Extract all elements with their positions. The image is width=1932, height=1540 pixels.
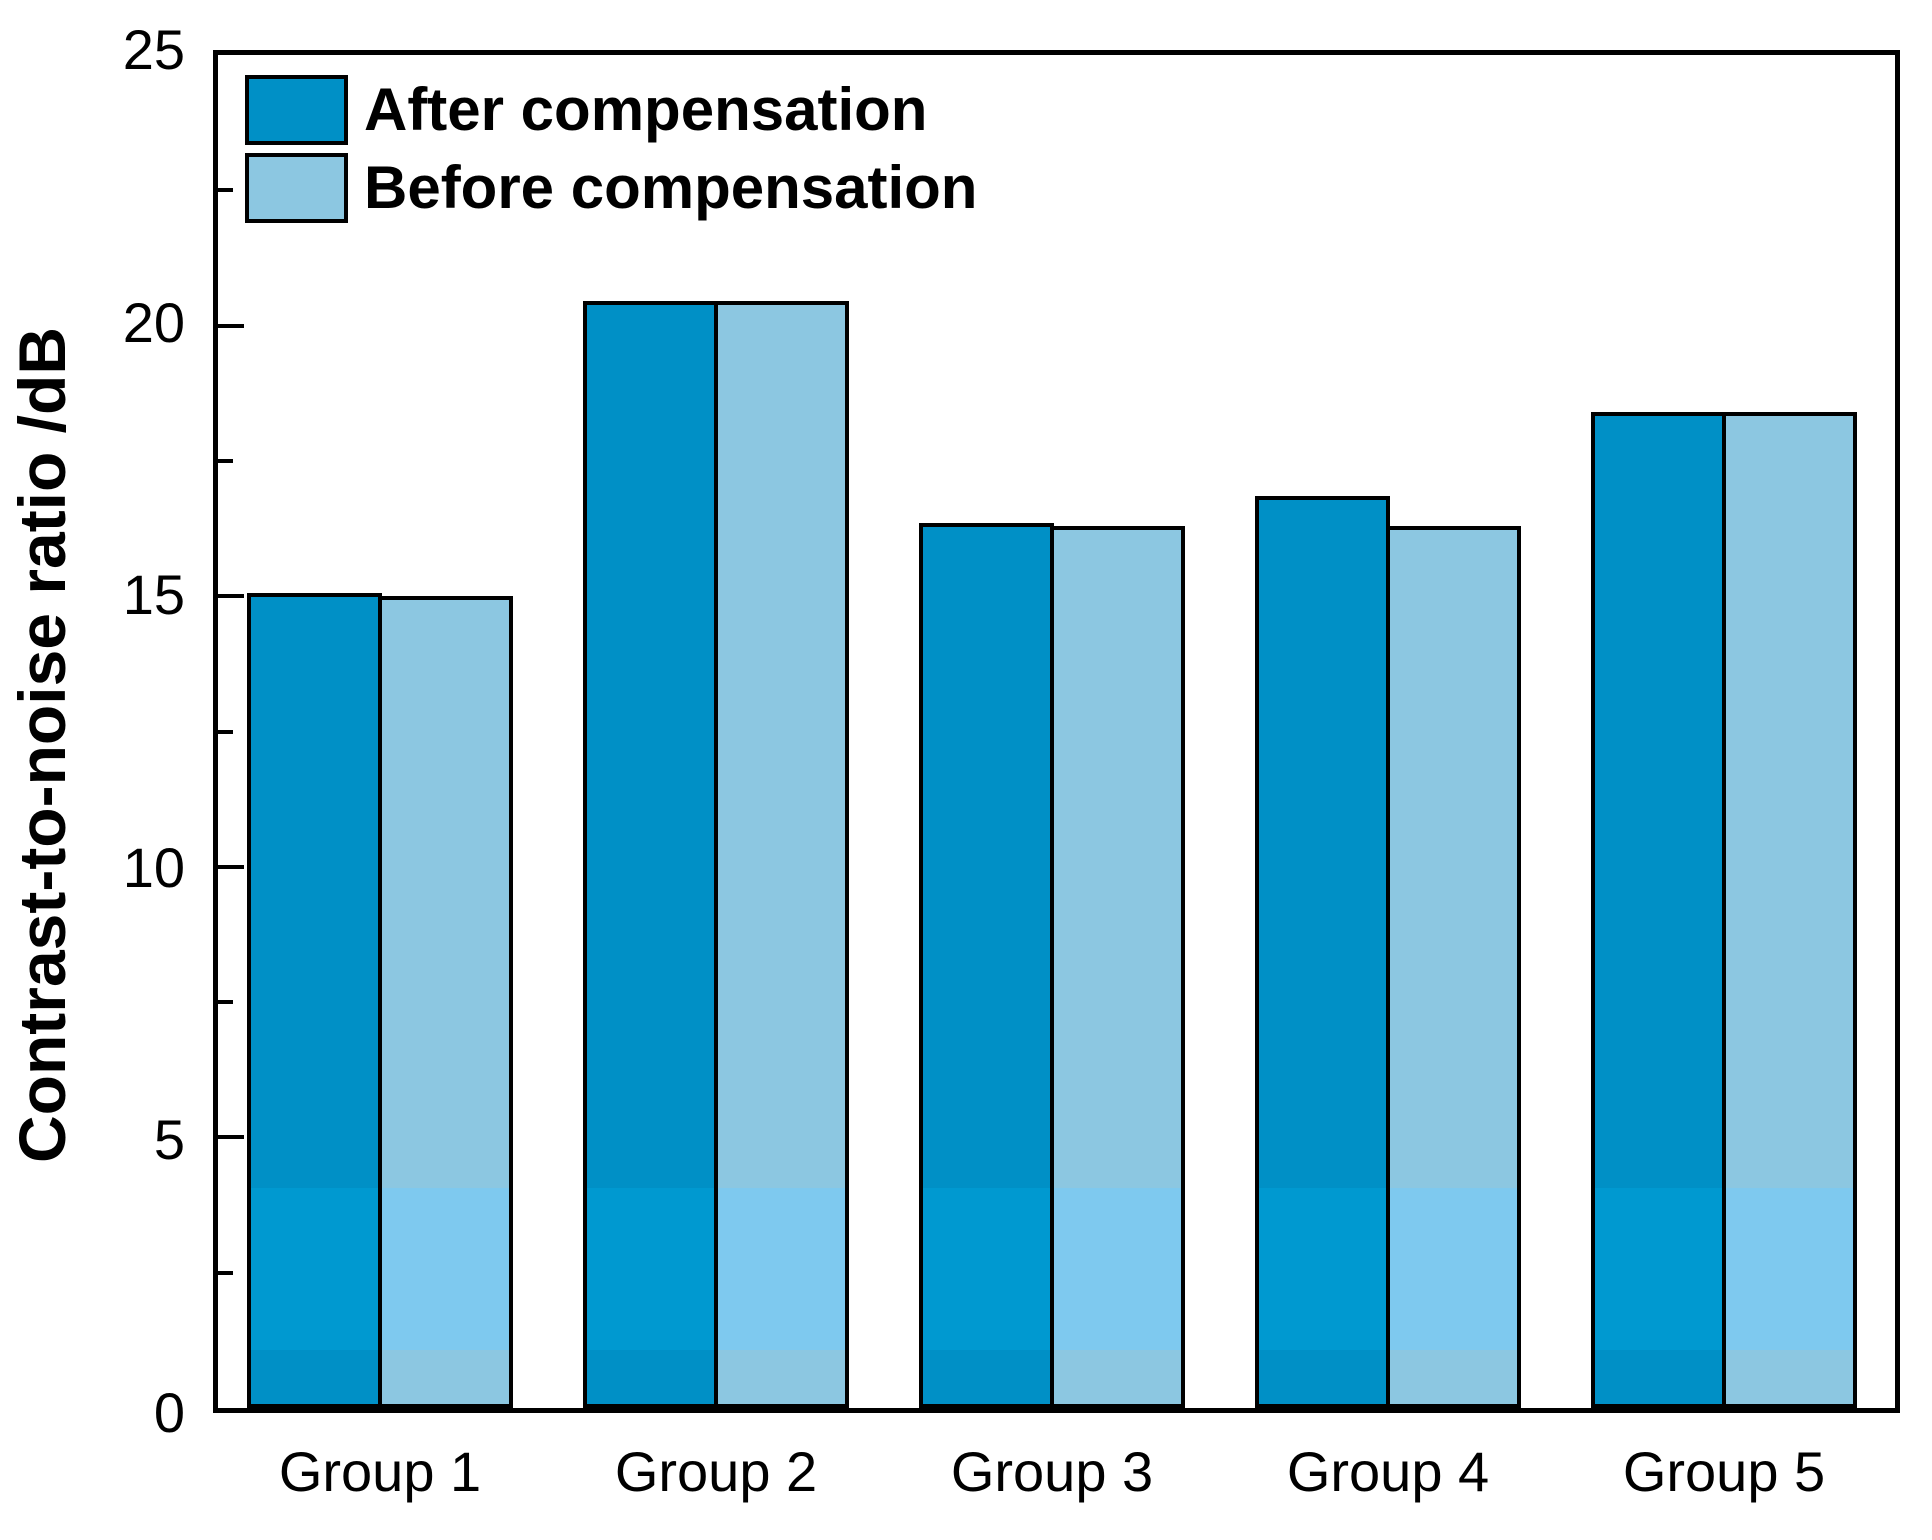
x-category-label-group-1: Group 1 bbox=[278, 1440, 482, 1503]
bar-before-group-1 bbox=[378, 596, 513, 1408]
y-tick-label-5: 5 bbox=[153, 1108, 185, 1171]
x-category-label-group-3: Group 3 bbox=[950, 1440, 1154, 1503]
y-tick-label-20: 20 bbox=[122, 291, 185, 354]
y-tick-label-15: 15 bbox=[122, 563, 185, 626]
bar-after-group-3 bbox=[919, 523, 1054, 1408]
legend-swatch-before-compensation bbox=[245, 153, 348, 223]
legend-swatch-after-compensation bbox=[245, 75, 348, 145]
bar-before-group-3 bbox=[1050, 526, 1185, 1408]
y-tick-label-10: 10 bbox=[122, 836, 185, 899]
y-major-tick bbox=[218, 1135, 244, 1139]
y-major-tick bbox=[218, 594, 244, 598]
y-major-tick bbox=[218, 324, 244, 328]
y-minor-tick bbox=[218, 188, 233, 192]
legend-label-before-compensation: Before compensation bbox=[364, 154, 978, 221]
y-axis-title: Contrast-to-noise ratio /dB bbox=[5, 327, 79, 1163]
bar-before-group-5 bbox=[1722, 412, 1857, 1408]
y-major-tick bbox=[218, 865, 244, 869]
y-minor-tick bbox=[218, 459, 233, 463]
y-minor-tick bbox=[218, 1000, 233, 1004]
legend-item-before: Before compensation bbox=[245, 153, 977, 223]
y-minor-tick bbox=[218, 730, 233, 734]
bar-after-group-1 bbox=[247, 593, 382, 1408]
y-minor-tick bbox=[218, 1271, 233, 1275]
plot-area: After compensation Before compensation bbox=[213, 50, 1900, 1413]
x-category-label-group-4: Group 4 bbox=[1286, 1440, 1490, 1503]
legend-label-after-compensation: After compensation bbox=[364, 76, 928, 143]
legend-item-after: After compensation bbox=[245, 75, 977, 145]
legend: After compensation Before compensation bbox=[245, 75, 977, 231]
x-category-label-group-2: Group 2 bbox=[614, 1440, 818, 1503]
bar-after-group-5 bbox=[1591, 412, 1726, 1408]
x-category-label-group-5: Group 5 bbox=[1622, 1440, 1826, 1503]
bar-after-group-2 bbox=[583, 301, 718, 1408]
bar-after-group-4 bbox=[1255, 496, 1390, 1408]
y-tick-label-0: 0 bbox=[153, 1381, 185, 1444]
bar-before-group-4 bbox=[1386, 526, 1521, 1408]
y-tick-label-25: 25 bbox=[122, 18, 185, 81]
bar-before-group-2 bbox=[714, 301, 849, 1408]
